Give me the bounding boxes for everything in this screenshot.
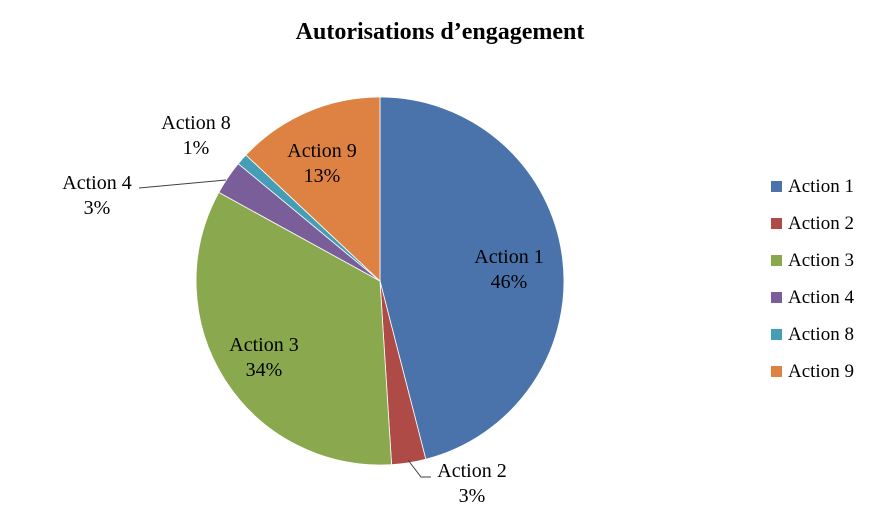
pie-label-value: 3% (83, 197, 111, 219)
legend-item-action-4: Action 4 (771, 279, 854, 316)
pie-label-category: Action 3 (229, 334, 299, 356)
pie-label-category: Action 1 (474, 246, 544, 268)
leader-line-action-4 (138, 179, 227, 189)
legend: Action 1 Action 2 Action 3 Action 4 Action 8… (771, 168, 854, 390)
pie-label-action-9: Action 9 13% (257, 139, 387, 189)
chart-title: Autorisations d’engagement (295, 19, 585, 45)
pie-label-category: Action 2 (437, 460, 507, 482)
pie-label-value: 34% (245, 359, 283, 381)
pie-label-category: Action 8 (161, 112, 231, 134)
pie-label-value: 13% (303, 165, 341, 187)
pie-label-value: 46% (490, 271, 528, 293)
legend-label: Action 1 (788, 175, 854, 197)
legend-swatch-action-8 (771, 329, 782, 340)
legend-item-action-8: Action 8 (771, 316, 854, 353)
legend-swatch-action-1 (771, 181, 782, 192)
pie-label-action-4: Action 4 3% (32, 171, 162, 221)
legend-item-action-2: Action 2 (771, 205, 854, 242)
legend-item-action-9: Action 9 (771, 353, 854, 390)
pie-label-action-3: Action 3 34% (199, 333, 329, 383)
pie-label-value: 3% (458, 485, 486, 507)
pie-label-value: 1% (182, 137, 210, 159)
legend-label: Action 2 (788, 212, 854, 234)
legend-item-action-3: Action 3 (771, 242, 854, 279)
legend-label: Action 4 (788, 286, 854, 308)
leader-line-action-2 (407, 459, 431, 478)
legend-swatch-action-4 (771, 292, 782, 303)
legend-swatch-action-3 (771, 255, 782, 266)
pie-label-category: Action 9 (287, 140, 357, 162)
pie-label-action-2: Action 2 3% (407, 459, 537, 509)
pie-label-action-8: Action 8 1% (131, 111, 261, 161)
legend-label: Action 8 (788, 323, 854, 345)
pie-label-category: Action 4 (62, 172, 132, 194)
legend-item-action-1: Action 1 (771, 168, 854, 205)
pie-label-action-1: Action 1 46% (444, 245, 574, 295)
legend-label: Action 3 (788, 249, 854, 271)
pie-slice-action-9 (245, 96, 381, 282)
legend-label: Action 9 (788, 360, 854, 382)
legend-swatch-action-2 (771, 218, 782, 229)
legend-swatch-action-9 (771, 366, 782, 377)
pie-slice-action-1 (379, 96, 565, 460)
